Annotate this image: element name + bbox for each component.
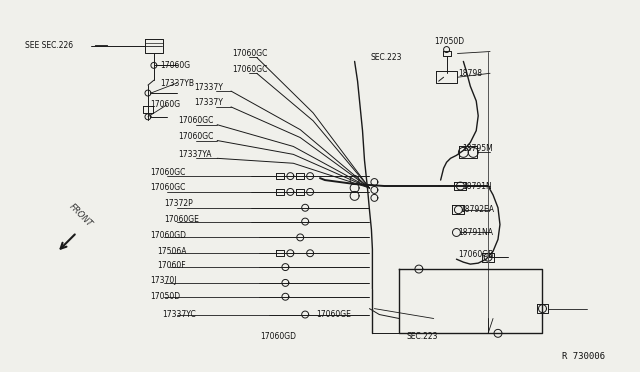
Text: 17060F: 17060F (157, 261, 186, 270)
Text: 17060GC: 17060GC (150, 183, 186, 192)
Text: 17060GE: 17060GE (316, 310, 351, 319)
Text: R 730006: R 730006 (562, 352, 605, 360)
Text: 17060GD: 17060GD (150, 231, 186, 240)
Text: 17050D: 17050D (150, 292, 180, 301)
Text: 17337YB: 17337YB (160, 78, 194, 88)
Text: 18798: 18798 (458, 69, 483, 78)
Text: 17060GC: 17060GC (179, 116, 214, 125)
Text: SEC.223: SEC.223 (371, 53, 402, 62)
Text: 17337YC: 17337YC (162, 310, 196, 319)
Text: 17060GC: 17060GC (150, 168, 186, 177)
Text: 17506A: 17506A (157, 247, 186, 256)
Text: 17060GE: 17060GE (164, 215, 198, 224)
Text: 17060GB: 17060GB (458, 250, 493, 259)
Text: FRONT: FRONT (67, 202, 93, 229)
Text: 17060G: 17060G (160, 61, 190, 70)
Text: SEE SEC.226: SEE SEC.226 (26, 41, 74, 50)
Text: 17060GC: 17060GC (232, 49, 268, 58)
Text: 17060G: 17060G (150, 100, 180, 109)
Text: 17337YA: 17337YA (179, 150, 212, 159)
Text: 17337Y: 17337Y (195, 99, 223, 108)
Text: 17337Y: 17337Y (195, 83, 223, 92)
Text: 18795M: 18795M (462, 144, 493, 153)
Text: 17050D: 17050D (434, 37, 464, 46)
Text: 17372P: 17372P (164, 199, 193, 208)
Text: 17370J: 17370J (150, 276, 177, 285)
Text: 18791N: 18791N (462, 182, 492, 190)
Text: 17060GD: 17060GD (260, 332, 297, 341)
Text: SEC.223: SEC.223 (406, 332, 438, 341)
Text: 18791NA: 18791NA (458, 228, 493, 237)
Text: 17060GC: 17060GC (179, 132, 214, 141)
Text: 18792EA: 18792EA (460, 205, 495, 214)
Text: 17060GC: 17060GC (232, 65, 268, 74)
